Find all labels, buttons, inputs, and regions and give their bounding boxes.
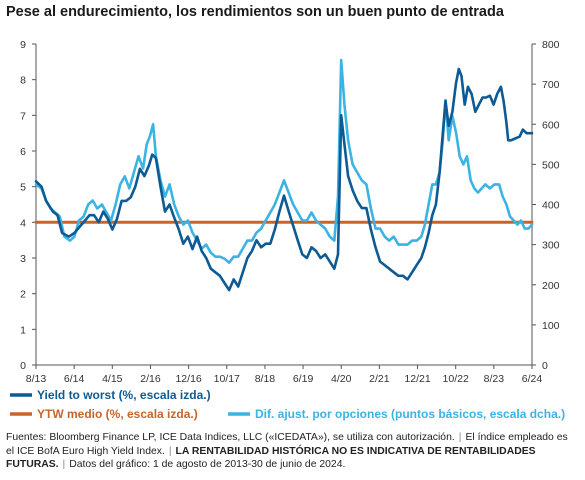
series-line [34, 67, 534, 292]
x-tick-label: 6/14 [64, 373, 85, 385]
x-tick-label: 12/16 [175, 373, 201, 385]
x-tick-label: 4/20 [331, 373, 352, 385]
chart-legend: Yield to worst (%, escala izda.) YTW medi… [10, 388, 565, 421]
x-tick-label: 8/18 [255, 373, 276, 385]
right-tick-label: 0 [542, 360, 548, 372]
footnote-separator: | [458, 432, 462, 443]
x-tick-label: 6/24 [522, 373, 543, 385]
left-tick-label: 4 [20, 217, 26, 229]
x-tick-label: 6/19 [293, 373, 314, 385]
right-tick-label: 600 [542, 119, 560, 131]
x-tick-label: 4/15 [102, 373, 123, 385]
legend-label: Yield to worst (%, escala izda.) [37, 388, 211, 402]
footnote-separator: | [62, 459, 66, 470]
right-tick-label: 700 [542, 79, 560, 91]
left-tick-label: 9 [20, 39, 26, 51]
left-tick-label: 5 [20, 182, 26, 194]
footnote-dates: Datos del gráfico: 1 de agosto de 2013-3… [69, 459, 346, 470]
x-tick-label: 8/23 [484, 373, 505, 385]
left-y-axis: 0 1 2 3 4 5 6 7 8 9 [20, 39, 37, 372]
x-tick-label: 10/17 [214, 373, 240, 385]
x-tick-label: 8/13 [26, 373, 47, 385]
series-layer [34, 58, 534, 292]
x-tick-label: 10/22 [443, 373, 469, 385]
right-tick-label: 500 [542, 159, 560, 171]
left-tick-label: 3 [20, 253, 26, 265]
series-line [34, 58, 534, 264]
left-tick-label: 1 [20, 324, 26, 336]
x-axis: 8/13 6/14 4/15 2/16 12/16 10/17 8/18 6/19 4/20 2/… [26, 364, 543, 385]
chart-title: Pese al endurecimiento, los rendimientos… [6, 4, 504, 20]
line-chart: 0 1 2 3 4 5 6 7 8 9 0 100 200 300 400 500 600 700 800 8/1… [10, 39, 565, 421]
footnote-index: El índice empleado es el ICE BofA Euro H… [6, 432, 568, 457]
left-tick-label: 0 [20, 360, 26, 372]
left-tick-label: 8 [20, 75, 26, 87]
left-tick-label: 7 [20, 110, 26, 122]
legend-label: Dif. ajust. por opciones (puntos básicos… [255, 407, 565, 421]
footnote-separator: | [168, 445, 172, 457]
right-y-axis: 0 100 200 300 400 500 600 700 800 [531, 39, 560, 372]
x-tick-label: 12/21 [404, 373, 430, 385]
footnote-sources: Fuentes: Bloomberg Finance LP, ICE Data … [6, 432, 455, 443]
footnote-disclaimer: LA RENTABILIDAD HISTÓRICA NO ES INDICATI… [6, 445, 536, 471]
x-tick-label: 2/21 [369, 373, 390, 385]
right-tick-label: 200 [542, 280, 560, 292]
legend-label: YTW medio (%, escala izda.) [37, 407, 198, 421]
right-tick-label: 300 [542, 240, 560, 252]
right-tick-label: 400 [542, 200, 560, 212]
left-tick-label: 2 [20, 289, 26, 301]
source-footnote: Fuentes: Bloomberg Finance LP, ICE Data … [6, 431, 578, 472]
right-tick-label: 100 [542, 320, 560, 332]
x-tick-label: 2/16 [140, 373, 161, 385]
right-tick-label: 800 [542, 39, 560, 51]
left-tick-label: 6 [20, 146, 26, 158]
